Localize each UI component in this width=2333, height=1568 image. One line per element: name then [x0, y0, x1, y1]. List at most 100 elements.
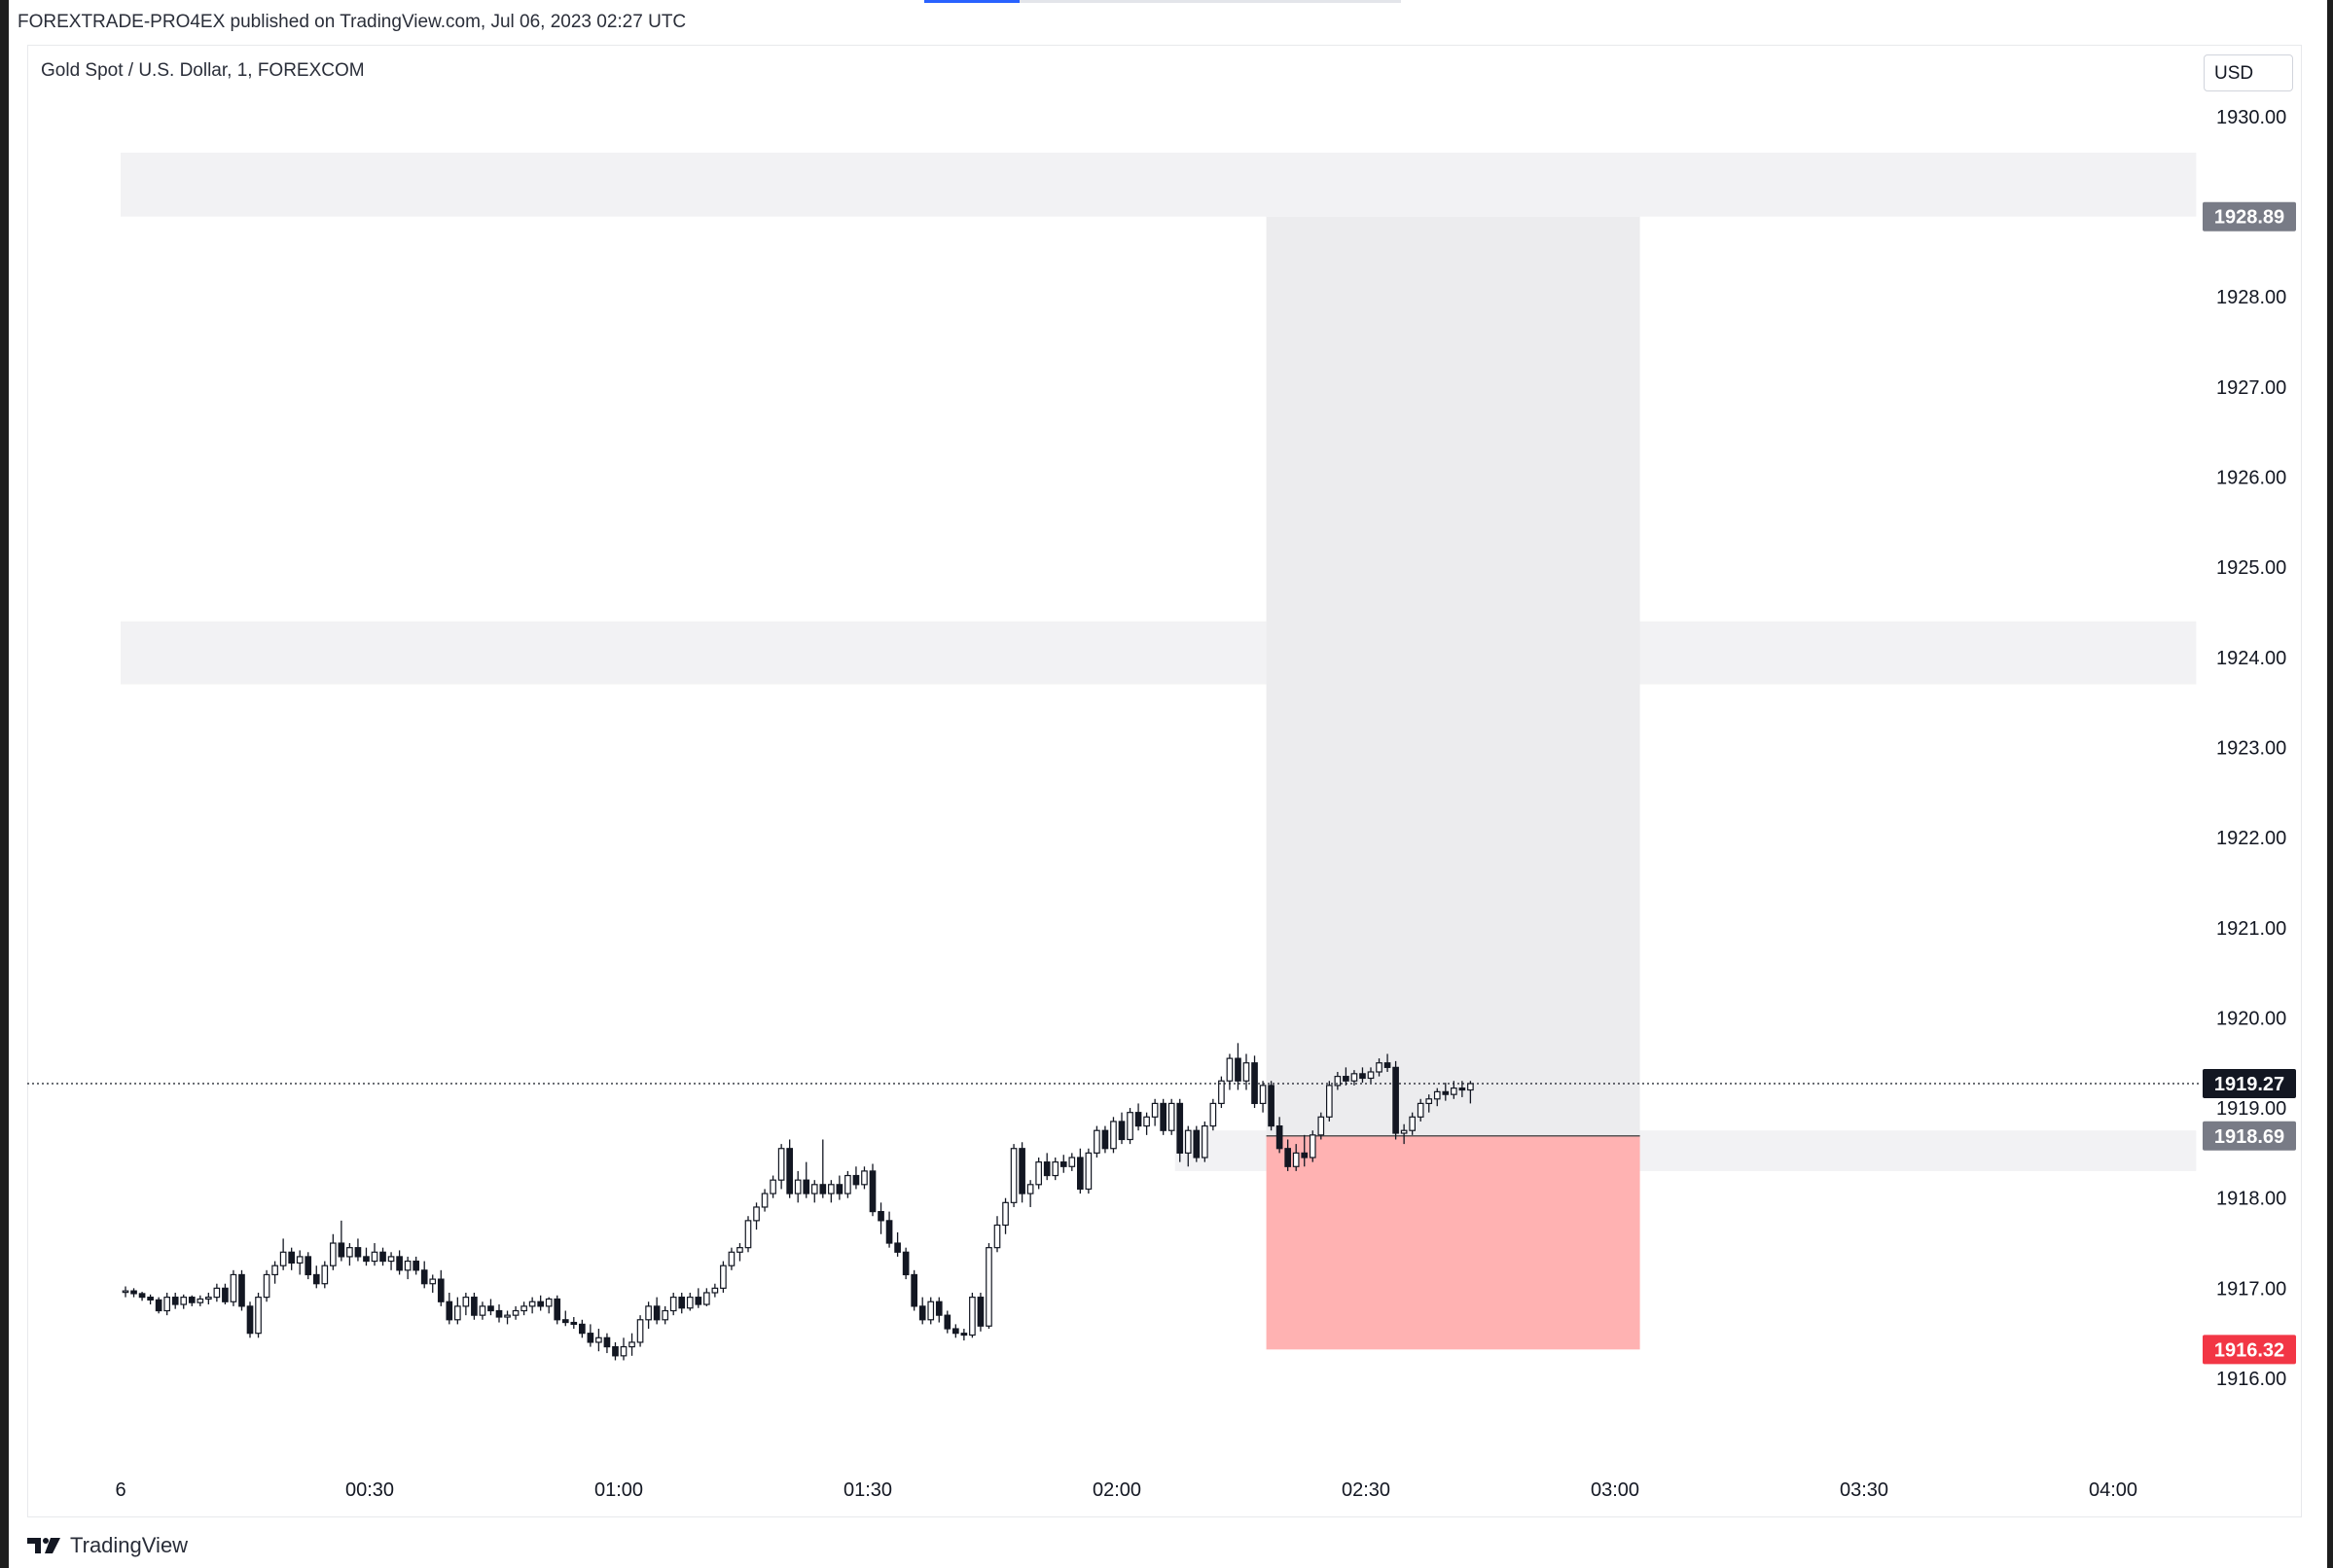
candle[interactable]: [952, 1324, 959, 1338]
candle[interactable]: [662, 1305, 668, 1325]
candle[interactable]: [777, 1144, 785, 1190]
candle[interactable]: [1268, 1081, 1274, 1131]
candle[interactable]: [1433, 1087, 1441, 1107]
candle[interactable]: [1343, 1067, 1349, 1086]
candle[interactable]: [844, 1170, 851, 1198]
candle[interactable]: [1218, 1076, 1225, 1109]
candle[interactable]: [1127, 1108, 1133, 1145]
candle[interactable]: [1043, 1153, 1051, 1181]
candle[interactable]: [338, 1220, 345, 1262]
candle[interactable]: [413, 1256, 419, 1275]
candle[interactable]: [1151, 1098, 1159, 1126]
candle[interactable]: [1026, 1180, 1034, 1207]
candle[interactable]: [1184, 1125, 1192, 1167]
candle[interactable]: [736, 1243, 743, 1262]
candle[interactable]: [720, 1261, 727, 1293]
candle[interactable]: [1334, 1071, 1342, 1090]
candle[interactable]: [504, 1310, 511, 1325]
candle[interactable]: [479, 1301, 486, 1320]
candle[interactable]: [1301, 1134, 1309, 1167]
candle[interactable]: [1077, 1148, 1084, 1194]
candle[interactable]: [371, 1243, 378, 1266]
candle[interactable]: [1251, 1055, 1258, 1109]
candle[interactable]: [761, 1189, 769, 1212]
candle[interactable]: [1376, 1058, 1382, 1077]
candle[interactable]: [305, 1252, 312, 1280]
candle[interactable]: [138, 1292, 146, 1301]
candle[interactable]: [587, 1324, 594, 1347]
candle[interactable]: [885, 1211, 893, 1248]
candle[interactable]: [255, 1292, 262, 1338]
candle[interactable]: [171, 1292, 179, 1309]
candle[interactable]: [163, 1292, 170, 1316]
candle[interactable]: [180, 1294, 188, 1309]
candle[interactable]: [918, 1297, 926, 1325]
candle[interactable]: [487, 1299, 494, 1316]
candle[interactable]: [944, 1310, 951, 1334]
candle[interactable]: [902, 1247, 910, 1280]
candle[interactable]: [869, 1163, 877, 1217]
candle[interactable]: [1118, 1112, 1126, 1145]
candle[interactable]: [753, 1202, 760, 1230]
candle[interactable]: [321, 1261, 329, 1289]
candle[interactable]: [1101, 1125, 1109, 1154]
chart-area[interactable]: [27, 45, 2302, 1517]
candle[interactable]: [1052, 1158, 1059, 1181]
candle[interactable]: [537, 1295, 544, 1311]
candle[interactable]: [878, 1202, 884, 1234]
candle[interactable]: [770, 1175, 776, 1198]
candle[interactable]: [346, 1243, 353, 1266]
candle[interactable]: [222, 1283, 229, 1305]
candle[interactable]: [935, 1297, 943, 1323]
candle[interactable]: [1226, 1053, 1234, 1090]
candle[interactable]: [279, 1238, 287, 1270]
candle[interactable]: [711, 1283, 719, 1298]
candle[interactable]: [977, 1292, 985, 1332]
candle[interactable]: [230, 1269, 237, 1306]
candle[interactable]: [561, 1310, 569, 1327]
candle[interactable]: [1326, 1081, 1333, 1122]
candle[interactable]: [620, 1337, 628, 1361]
candle[interactable]: [645, 1301, 652, 1330]
candle[interactable]: [803, 1161, 810, 1198]
candle[interactable]: [810, 1180, 818, 1203]
candle[interactable]: [969, 1292, 976, 1338]
candle[interactable]: [462, 1292, 470, 1316]
candle[interactable]: [1242, 1053, 1250, 1090]
candle[interactable]: [545, 1297, 553, 1314]
candle[interactable]: [612, 1341, 619, 1361]
candle[interactable]: [1209, 1098, 1217, 1131]
candle[interactable]: [429, 1274, 437, 1293]
candle[interactable]: [1085, 1148, 1093, 1194]
candle[interactable]: [396, 1250, 403, 1275]
candle[interactable]: [130, 1288, 137, 1298]
candle[interactable]: [1035, 1158, 1042, 1190]
candle[interactable]: [387, 1252, 395, 1270]
candle[interactable]: [1176, 1098, 1184, 1162]
candle[interactable]: [1383, 1053, 1391, 1072]
candle[interactable]: [296, 1250, 304, 1275]
candle[interactable]: [271, 1261, 278, 1284]
candle[interactable]: [1392, 1060, 1399, 1140]
candle[interactable]: [155, 1297, 162, 1314]
candle[interactable]: [1442, 1083, 1450, 1101]
candle[interactable]: [603, 1333, 611, 1354]
candle[interactable]: [528, 1297, 536, 1314]
candle[interactable]: [1059, 1155, 1067, 1173]
candle[interactable]: [794, 1170, 802, 1203]
candle[interactable]: [695, 1288, 702, 1308]
candle[interactable]: [993, 1216, 1001, 1253]
candle[interactable]: [703, 1288, 710, 1306]
candle[interactable]: [354, 1238, 362, 1262]
candle[interactable]: [1002, 1197, 1009, 1234]
candle[interactable]: [1284, 1139, 1291, 1171]
candle[interactable]: [927, 1297, 935, 1325]
candle[interactable]: [1094, 1125, 1100, 1158]
candle[interactable]: [446, 1292, 453, 1325]
supply-zone-top[interactable]: [121, 152, 2197, 217]
candle[interactable]: [1134, 1103, 1142, 1131]
stop-zone[interactable]: [1266, 1135, 1640, 1350]
candle[interactable]: [512, 1305, 520, 1320]
candle[interactable]: [1160, 1098, 1166, 1135]
candle[interactable]: [379, 1247, 386, 1266]
